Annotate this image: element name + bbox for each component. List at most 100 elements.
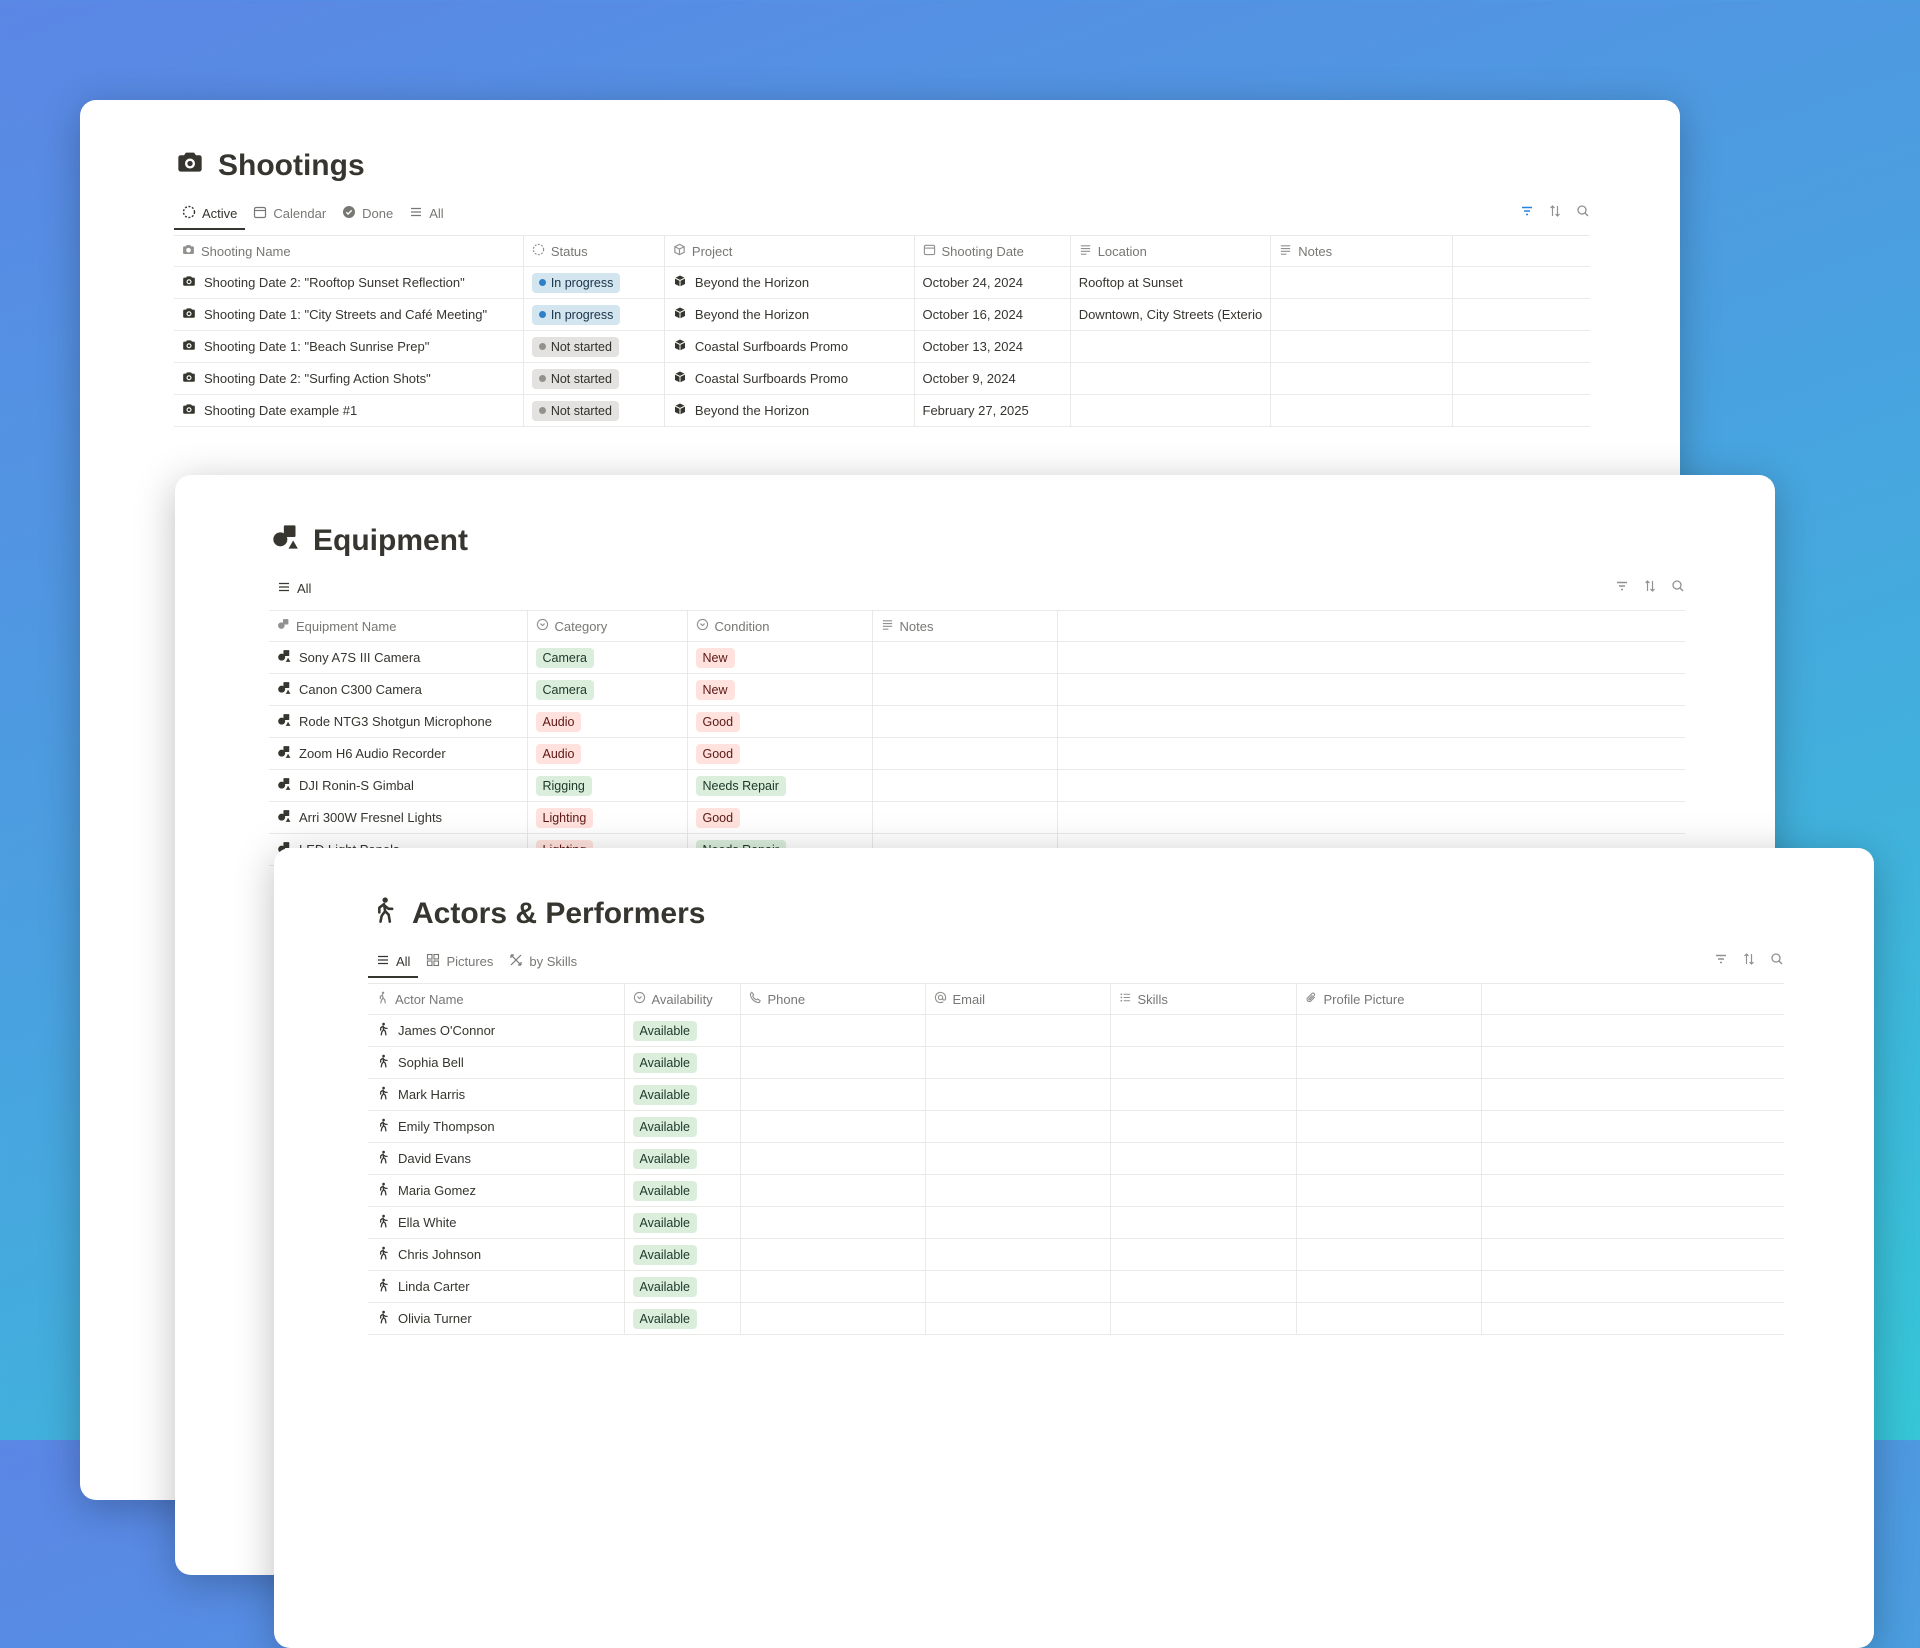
cell-email[interactable] bbox=[925, 1142, 1111, 1175]
category-tag[interactable]: Rigging bbox=[535, 775, 592, 796]
cell-condition[interactable]: Good bbox=[687, 705, 873, 738]
condition-tag[interactable]: Needs Repair bbox=[695, 775, 786, 796]
cell-email[interactable] bbox=[925, 1174, 1111, 1207]
cell-email[interactable] bbox=[925, 1014, 1111, 1047]
cell-notes[interactable] bbox=[1270, 266, 1454, 299]
cell-notes[interactable] bbox=[1270, 394, 1454, 427]
column-header[interactable]: Skills bbox=[1110, 983, 1297, 1015]
column-header[interactable]: Equipment Name bbox=[269, 610, 528, 642]
status-badge[interactable]: Not started bbox=[531, 336, 619, 357]
cell-notes[interactable] bbox=[872, 737, 1058, 770]
cell-name[interactable]: Shooting Date example #1 bbox=[174, 394, 524, 427]
cell-category[interactable]: Rigging bbox=[527, 769, 688, 802]
cell-project[interactable]: Beyond the Horizon bbox=[664, 298, 915, 331]
cell-name[interactable]: Olivia Turner bbox=[368, 1302, 625, 1335]
cell-availability[interactable]: Available bbox=[624, 1174, 741, 1207]
cell-availability[interactable]: Available bbox=[624, 1270, 741, 1303]
table-row[interactable]: Arri 300W Fresnel Lights Lighting Good bbox=[269, 801, 1685, 834]
table-row[interactable]: David Evans Available bbox=[368, 1142, 1784, 1175]
cell-phone[interactable] bbox=[740, 1302, 926, 1335]
table-row[interactable]: Shooting Date 1: "City Streets and Café … bbox=[174, 298, 1590, 331]
cell-profile-picture[interactable] bbox=[1296, 1302, 1482, 1335]
cell-name[interactable]: Shooting Date 2: "Surfing Action Shots" bbox=[174, 362, 524, 395]
cell-category[interactable]: Lighting bbox=[527, 801, 688, 834]
availability-tag[interactable]: Available bbox=[632, 1244, 698, 1265]
cell-name[interactable]: Linda Carter bbox=[368, 1270, 625, 1303]
cell-name[interactable]: Shooting Date 1: "City Streets and Café … bbox=[174, 298, 524, 331]
cell-phone[interactable] bbox=[740, 1238, 926, 1271]
cell-name[interactable]: Rode NTG3 Shotgun Microphone bbox=[269, 705, 528, 738]
tab-calendar[interactable]: Calendar bbox=[245, 198, 334, 228]
cell-condition[interactable]: Needs Repair bbox=[687, 769, 873, 802]
cell-phone[interactable] bbox=[740, 1046, 926, 1079]
table-row[interactable]: Sophia Bell Available bbox=[368, 1046, 1784, 1079]
tab-active[interactable]: Active bbox=[174, 198, 246, 230]
cell-name[interactable]: Arri 300W Fresnel Lights bbox=[269, 801, 528, 834]
cell-availability[interactable]: Available bbox=[624, 1302, 741, 1335]
table-row[interactable]: Emily Thompson Available bbox=[368, 1110, 1784, 1143]
cell-email[interactable] bbox=[925, 1206, 1111, 1239]
cell-email[interactable] bbox=[925, 1302, 1111, 1335]
cell-name[interactable]: Canon C300 Camera bbox=[269, 673, 528, 706]
cell-email[interactable] bbox=[925, 1238, 1111, 1271]
availability-tag[interactable]: Available bbox=[632, 1148, 698, 1169]
cell-name[interactable]: Sony A7S III Camera bbox=[269, 641, 528, 674]
cell-profile-picture[interactable] bbox=[1296, 1110, 1482, 1143]
cell-name[interactable]: Ella White bbox=[368, 1206, 625, 1239]
column-header[interactable]: Condition bbox=[687, 610, 873, 642]
cell-name[interactable]: Shooting Date 1: "Beach Sunrise Prep" bbox=[174, 330, 524, 363]
column-header[interactable]: Status bbox=[523, 235, 665, 267]
cell-location[interactable]: Rooftop at Sunset bbox=[1070, 266, 1272, 299]
table-row[interactable]: Maria Gomez Available bbox=[368, 1174, 1784, 1207]
cell-project[interactable]: Coastal Surfboards Promo bbox=[664, 362, 915, 395]
cell-status[interactable]: Not started bbox=[523, 330, 665, 363]
cell-skills[interactable] bbox=[1110, 1206, 1297, 1239]
cell-email[interactable] bbox=[925, 1046, 1111, 1079]
cell-phone[interactable] bbox=[740, 1206, 926, 1239]
column-header[interactable]: Location bbox=[1070, 235, 1272, 267]
table-row[interactable]: Chris Johnson Available bbox=[368, 1238, 1784, 1271]
cell-name[interactable]: James O'Connor bbox=[368, 1014, 625, 1047]
table-row[interactable]: Linda Carter Available bbox=[368, 1270, 1784, 1303]
cell-date[interactable]: October 16, 2024 bbox=[914, 298, 1071, 331]
availability-tag[interactable]: Available bbox=[632, 1276, 698, 1297]
cell-status[interactable]: Not started bbox=[523, 362, 665, 395]
cell-availability[interactable]: Available bbox=[624, 1238, 741, 1271]
cell-notes[interactable] bbox=[872, 801, 1058, 834]
cell-name[interactable]: Maria Gomez bbox=[368, 1174, 625, 1207]
cell-skills[interactable] bbox=[1110, 1142, 1297, 1175]
cell-availability[interactable]: Available bbox=[624, 1078, 741, 1111]
cell-notes[interactable] bbox=[872, 641, 1058, 674]
availability-tag[interactable]: Available bbox=[632, 1020, 698, 1041]
cell-date[interactable]: October 13, 2024 bbox=[914, 330, 1071, 363]
category-tag[interactable]: Lighting bbox=[535, 807, 594, 828]
cell-skills[interactable] bbox=[1110, 1302, 1297, 1335]
table-row[interactable]: Shooting Date 1: "Beach Sunrise Prep" Not… bbox=[174, 330, 1590, 363]
tab-by-skills[interactable]: by Skills bbox=[501, 946, 585, 976]
search-icon[interactable] bbox=[1671, 579, 1685, 598]
availability-tag[interactable]: Available bbox=[632, 1084, 698, 1105]
cell-project[interactable]: Beyond the Horizon bbox=[664, 266, 915, 299]
cell-phone[interactable] bbox=[740, 1014, 926, 1047]
cell-profile-picture[interactable] bbox=[1296, 1142, 1482, 1175]
availability-tag[interactable]: Available bbox=[632, 1180, 698, 1201]
column-header[interactable]: Actor Name bbox=[368, 983, 625, 1015]
availability-tag[interactable]: Available bbox=[632, 1116, 698, 1137]
tab-all[interactable]: All bbox=[368, 946, 419, 978]
column-header[interactable]: Notes bbox=[1270, 235, 1454, 267]
sort-icon[interactable] bbox=[1643, 579, 1657, 598]
cell-profile-picture[interactable] bbox=[1296, 1046, 1482, 1079]
column-header[interactable]: Phone bbox=[740, 983, 926, 1015]
cell-skills[interactable] bbox=[1110, 1270, 1297, 1303]
table-row[interactable]: Rode NTG3 Shotgun Microphone Audio Good bbox=[269, 705, 1685, 738]
cell-name[interactable]: Emily Thompson bbox=[368, 1110, 625, 1143]
cell-phone[interactable] bbox=[740, 1142, 926, 1175]
cell-name[interactable]: Mark Harris bbox=[368, 1078, 625, 1111]
cell-skills[interactable] bbox=[1110, 1238, 1297, 1271]
cell-condition[interactable]: Good bbox=[687, 737, 873, 770]
table-row[interactable]: James O'Connor Available bbox=[368, 1014, 1784, 1047]
status-badge[interactable]: Not started bbox=[531, 400, 619, 421]
status-badge[interactable]: Not started bbox=[531, 368, 619, 389]
cell-status[interactable]: In progress bbox=[523, 266, 665, 299]
cell-name[interactable]: Chris Johnson bbox=[368, 1238, 625, 1271]
